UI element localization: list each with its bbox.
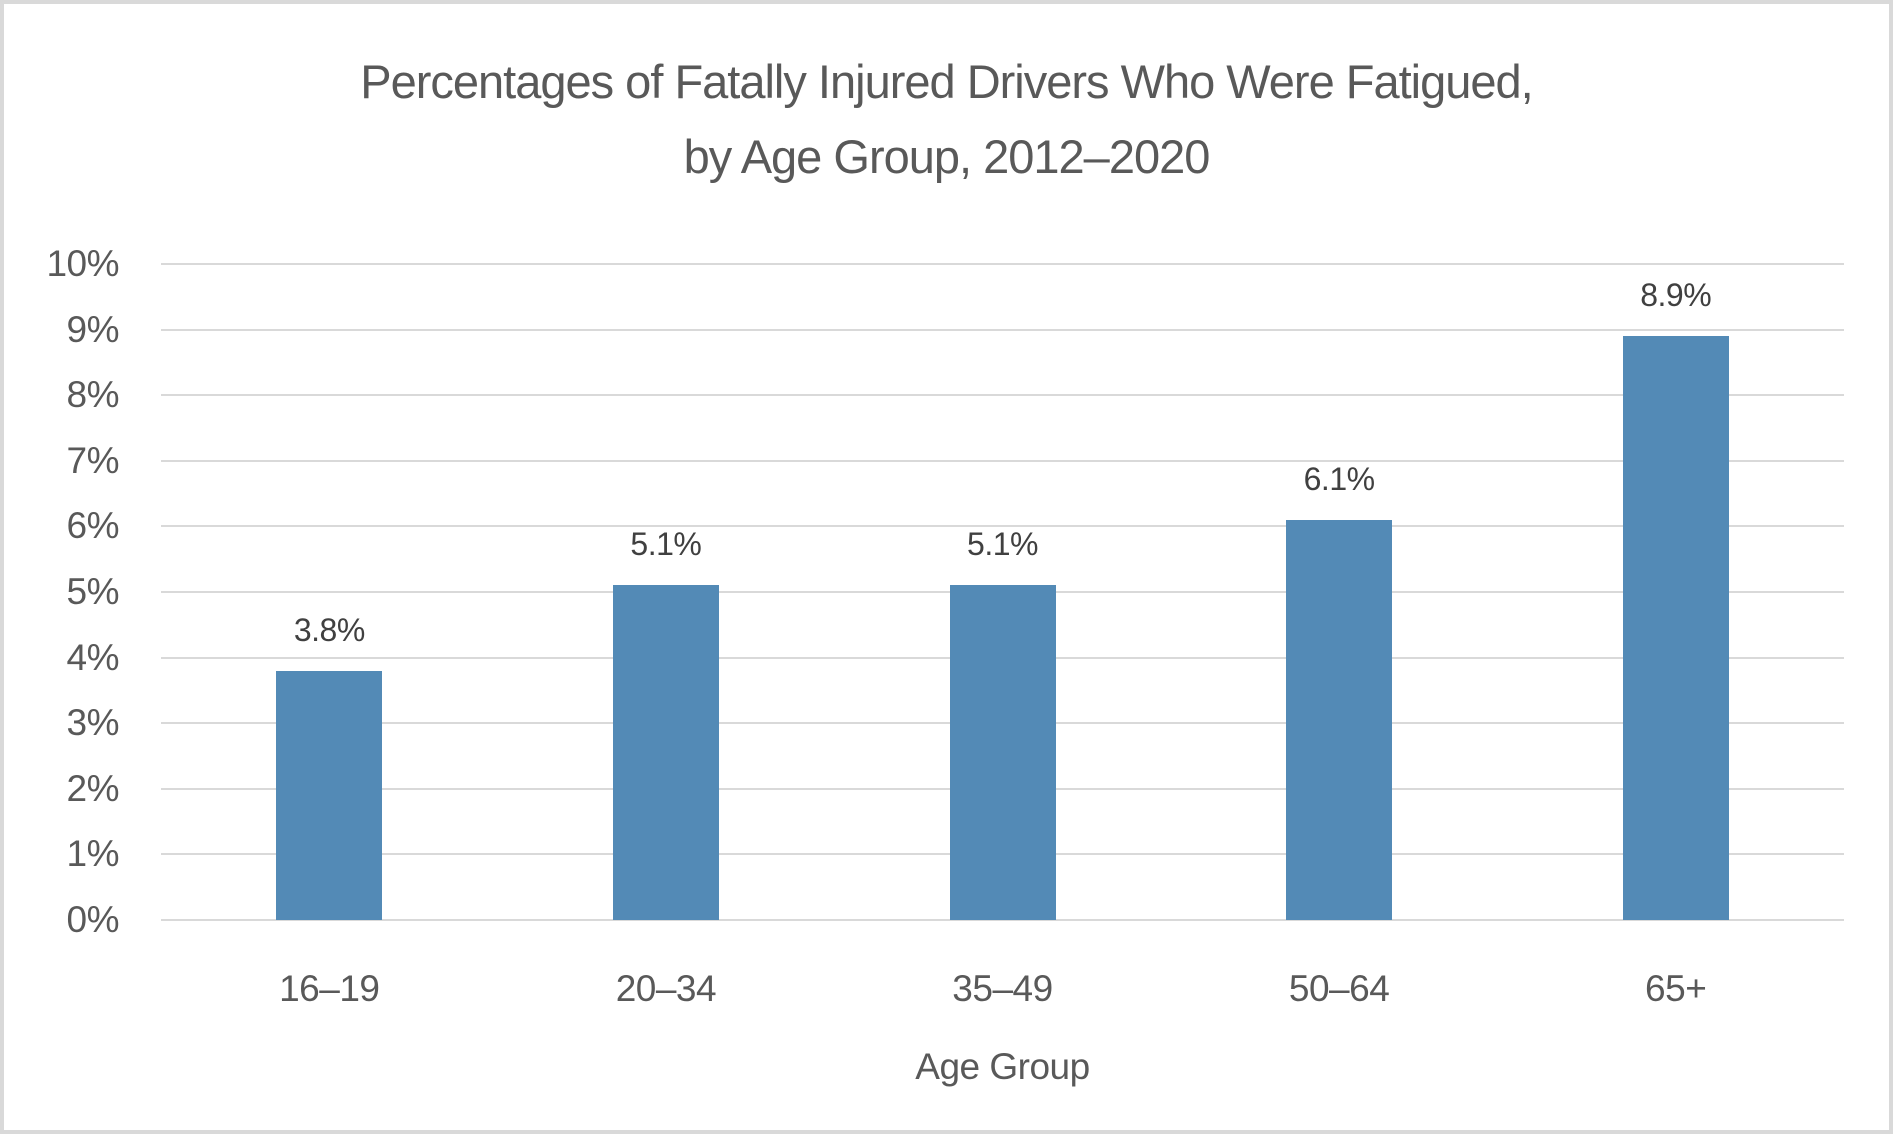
x-category-label: 50–64 (1288, 968, 1390, 1009)
bar-value-label: 6.1% (1303, 460, 1375, 497)
plot-area: 3.8% 5.1% 5.1% 6.1% 8.9% 16–19 20–34 35–49 50–6… (161, 263, 1844, 1009)
y-tick-label: 9% (66, 308, 120, 350)
gridline (161, 263, 1844, 265)
x-category-label: 65+ (1645, 968, 1707, 1009)
bar-value-label: 5.1% (630, 526, 702, 563)
y-tick-label: 2% (66, 767, 120, 809)
gridline (161, 459, 1844, 462)
bar-35–49 (949, 585, 1056, 920)
bar-20–34 (612, 585, 719, 920)
y-tick-label: 6% (66, 505, 120, 547)
x-category-label: 20–34 (615, 968, 717, 1009)
y-tick-label: 1% (66, 833, 120, 875)
gridline (161, 919, 1844, 921)
bar-65+ (1622, 336, 1729, 920)
y-tick-label: 8% (66, 374, 120, 416)
bar-value-label: 3.8% (293, 611, 365, 648)
chart-title: Percentages of Fatally Injured Drivers W… (360, 55, 1534, 183)
gridline (161, 525, 1844, 528)
y-tick-label: 3% (66, 702, 120, 744)
y-tick-label: 7% (66, 439, 120, 481)
bar-16–19 (276, 670, 383, 920)
gridline (161, 328, 1844, 331)
bar-50–64 (1286, 519, 1393, 920)
y-tick-label: 0% (66, 899, 120, 940)
y-tick-label: 10% (46, 243, 119, 284)
bar-value-label: 8.9% (1640, 277, 1712, 314)
x-category-label: 16–19 (279, 968, 380, 1009)
x-category-label: 35–49 (952, 968, 1053, 1009)
y-tick-label: 4% (66, 636, 120, 678)
gridline (161, 394, 1844, 397)
y-axis-tick-labels: 0% 1% 2% 3% 4% 5% 6% 7% 8% 9% 10% (4, 243, 144, 940)
y-tick-label: 5% (66, 571, 120, 612)
bar-value-label: 5.1% (967, 526, 1038, 563)
x-axis-title: Age Group (915, 1046, 1090, 1087)
